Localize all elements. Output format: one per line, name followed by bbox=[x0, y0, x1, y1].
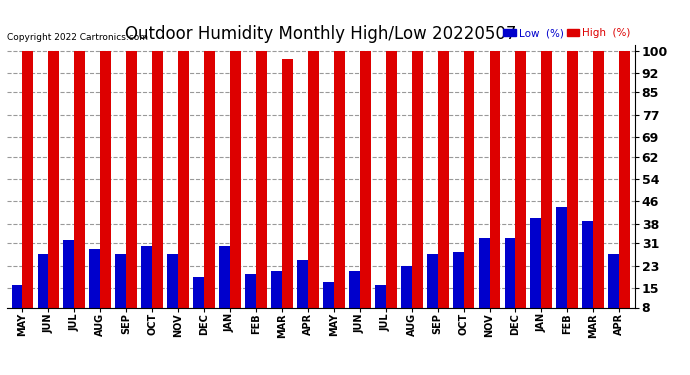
Bar bbox=[619, 51, 630, 308]
Bar bbox=[489, 51, 500, 308]
Bar bbox=[609, 255, 619, 308]
Bar bbox=[479, 238, 489, 308]
Bar bbox=[375, 285, 386, 308]
Text: Copyright 2022 Cartronics.com: Copyright 2022 Cartronics.com bbox=[7, 33, 148, 42]
Bar bbox=[152, 51, 163, 308]
Bar bbox=[37, 255, 48, 308]
Bar bbox=[219, 246, 230, 308]
Bar bbox=[12, 285, 23, 308]
Bar bbox=[245, 274, 256, 308]
Bar bbox=[593, 51, 604, 308]
Bar bbox=[75, 51, 86, 308]
Bar bbox=[582, 221, 593, 308]
Bar bbox=[426, 255, 437, 308]
Bar bbox=[504, 238, 515, 308]
Bar bbox=[90, 249, 100, 308]
Legend: Low  (%), High  (%): Low (%), High (%) bbox=[499, 24, 635, 42]
Bar bbox=[515, 51, 526, 308]
Bar bbox=[531, 218, 542, 308]
Bar bbox=[178, 51, 189, 308]
Bar bbox=[349, 271, 359, 308]
Bar bbox=[271, 271, 282, 308]
Bar bbox=[100, 51, 111, 308]
Bar bbox=[167, 255, 178, 308]
Bar bbox=[23, 51, 33, 308]
Bar bbox=[567, 51, 578, 308]
Bar bbox=[204, 51, 215, 308]
Bar bbox=[437, 51, 448, 308]
Bar bbox=[48, 51, 59, 308]
Bar bbox=[193, 277, 204, 308]
Bar bbox=[453, 252, 464, 308]
Bar bbox=[359, 51, 371, 308]
Bar bbox=[464, 51, 475, 308]
Bar bbox=[334, 51, 345, 308]
Bar bbox=[256, 51, 267, 308]
Bar bbox=[386, 51, 397, 308]
Bar bbox=[63, 240, 75, 308]
Bar bbox=[297, 260, 308, 308]
Bar bbox=[401, 266, 412, 308]
Bar bbox=[556, 207, 567, 308]
Bar bbox=[141, 246, 152, 308]
Bar bbox=[230, 51, 241, 308]
Bar bbox=[412, 51, 422, 308]
Bar bbox=[282, 59, 293, 308]
Bar bbox=[115, 255, 126, 308]
Title: Outdoor Humidity Monthly High/Low 20220507: Outdoor Humidity Monthly High/Low 202205… bbox=[125, 26, 517, 44]
Bar bbox=[323, 282, 334, 308]
Bar bbox=[542, 51, 552, 308]
Bar bbox=[126, 51, 137, 308]
Bar bbox=[308, 51, 319, 308]
